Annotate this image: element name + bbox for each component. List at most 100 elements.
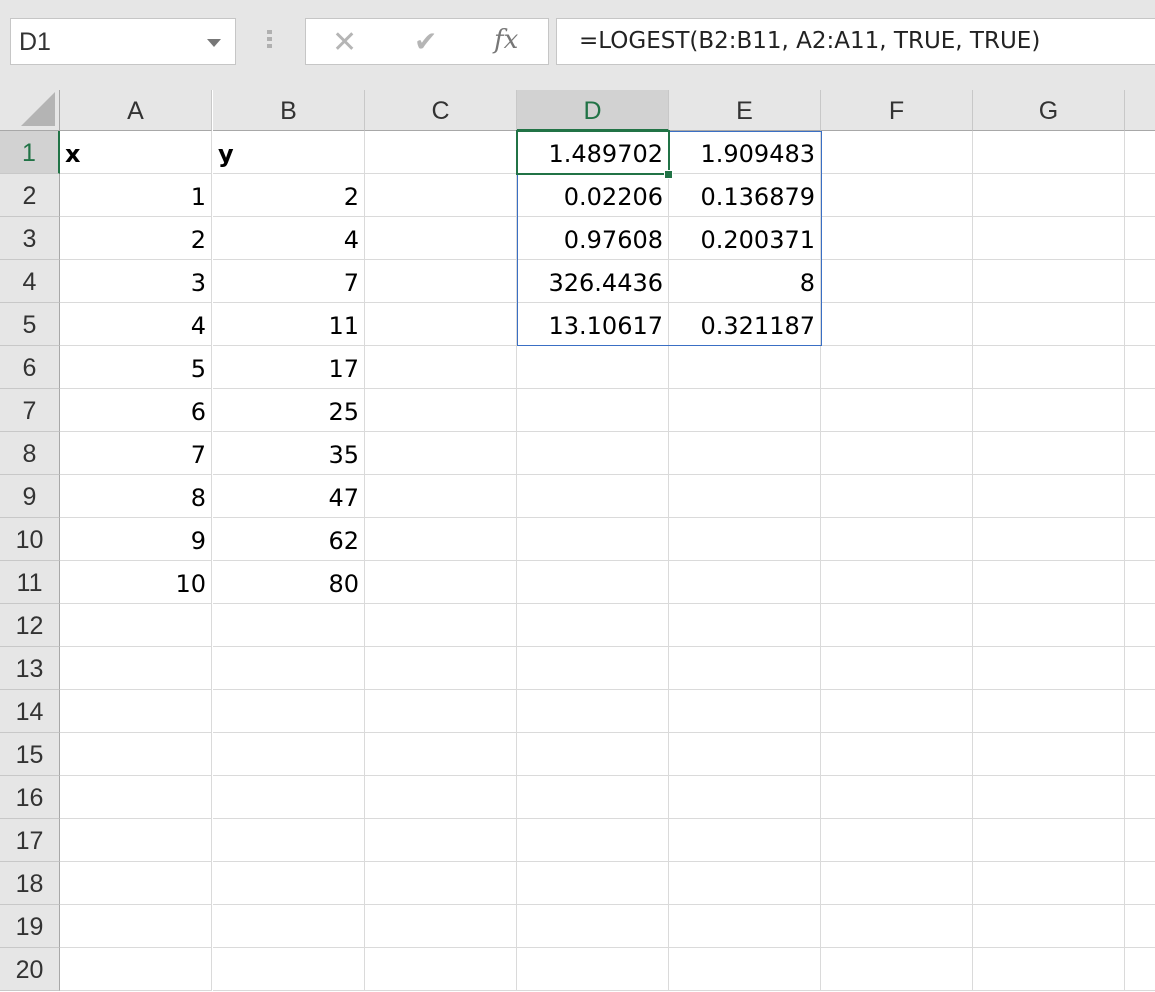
- cell-E1[interactable]: 1.909483: [669, 131, 821, 174]
- cell-G13[interactable]: [973, 647, 1125, 690]
- cell-D10[interactable]: [517, 518, 669, 561]
- insert-function-button[interactable]: fx: [494, 25, 519, 55]
- row-header-6[interactable]: 6: [0, 346, 60, 389]
- cell-C9[interactable]: [365, 475, 517, 518]
- row-header-2[interactable]: 2: [0, 174, 60, 217]
- cell-partial[interactable]: [1125, 217, 1155, 260]
- cell-C1[interactable]: [365, 131, 517, 174]
- cell-D11[interactable]: [517, 561, 669, 604]
- row-header-7[interactable]: 7: [0, 389, 60, 432]
- cell-F10[interactable]: [821, 518, 973, 561]
- cell-D17[interactable]: [517, 819, 669, 862]
- cell-A8[interactable]: 7: [60, 432, 212, 475]
- check-icon[interactable]: ✔: [414, 25, 438, 58]
- cell-G7[interactable]: [973, 389, 1125, 432]
- cell-B5[interactable]: 11: [213, 303, 365, 346]
- cell-D6[interactable]: [517, 346, 669, 389]
- cell-B15[interactable]: [213, 733, 365, 776]
- column-header-A[interactable]: A: [60, 90, 212, 131]
- cell-A4[interactable]: 3: [60, 260, 212, 303]
- cell-partial[interactable]: [1125, 518, 1155, 561]
- cell-A19[interactable]: [60, 905, 212, 948]
- cell-partial[interactable]: [1125, 260, 1155, 303]
- cell-F4[interactable]: [821, 260, 973, 303]
- cell-G3[interactable]: [973, 217, 1125, 260]
- name-box[interactable]: D1: [10, 18, 236, 65]
- cell-B13[interactable]: [213, 647, 365, 690]
- cell-G19[interactable]: [973, 905, 1125, 948]
- cell-E13[interactable]: [669, 647, 821, 690]
- cell-A11[interactable]: 10: [60, 561, 212, 604]
- cell-D8[interactable]: [517, 432, 669, 475]
- column-header-C[interactable]: C: [365, 90, 517, 131]
- cell-D16[interactable]: [517, 776, 669, 819]
- cell-partial[interactable]: [1125, 604, 1155, 647]
- cell-A5[interactable]: 4: [60, 303, 212, 346]
- cell-partial[interactable]: [1125, 432, 1155, 475]
- cell-F2[interactable]: [821, 174, 973, 217]
- cell-partial[interactable]: [1125, 303, 1155, 346]
- drag-handle-icon[interactable]: [267, 30, 272, 51]
- cell-C20[interactable]: [365, 948, 517, 991]
- row-header-3[interactable]: 3: [0, 217, 60, 260]
- cell-F5[interactable]: [821, 303, 973, 346]
- cell-A17[interactable]: [60, 819, 212, 862]
- cell-G18[interactable]: [973, 862, 1125, 905]
- cell-C3[interactable]: [365, 217, 517, 260]
- cell-F18[interactable]: [821, 862, 973, 905]
- cell-partial[interactable]: [1125, 733, 1155, 776]
- row-header-4[interactable]: 4: [0, 260, 60, 303]
- cell-partial[interactable]: [1125, 561, 1155, 604]
- row-header-19[interactable]: 19: [0, 905, 60, 948]
- cell-B14[interactable]: [213, 690, 365, 733]
- cell-E3[interactable]: 0.200371: [669, 217, 821, 260]
- column-header-partial[interactable]: [1125, 90, 1155, 131]
- cell-G17[interactable]: [973, 819, 1125, 862]
- cell-partial[interactable]: [1125, 475, 1155, 518]
- cell-D14[interactable]: [517, 690, 669, 733]
- cell-G11[interactable]: [973, 561, 1125, 604]
- cell-E11[interactable]: [669, 561, 821, 604]
- cell-A16[interactable]: [60, 776, 212, 819]
- cell-D19[interactable]: [517, 905, 669, 948]
- cell-A3[interactable]: 2: [60, 217, 212, 260]
- cell-D7[interactable]: [517, 389, 669, 432]
- cell-B7[interactable]: 25: [213, 389, 365, 432]
- column-header-B[interactable]: B: [213, 90, 365, 131]
- cell-F15[interactable]: [821, 733, 973, 776]
- cell-F14[interactable]: [821, 690, 973, 733]
- cell-C12[interactable]: [365, 604, 517, 647]
- cell-C5[interactable]: [365, 303, 517, 346]
- row-header-17[interactable]: 17: [0, 819, 60, 862]
- row-header-10[interactable]: 10: [0, 518, 60, 561]
- row-header-1[interactable]: 1: [0, 131, 60, 174]
- cell-E12[interactable]: [669, 604, 821, 647]
- cell-C4[interactable]: [365, 260, 517, 303]
- cell-G14[interactable]: [973, 690, 1125, 733]
- cell-C7[interactable]: [365, 389, 517, 432]
- column-header-G[interactable]: G: [973, 90, 1125, 131]
- cell-G1[interactable]: [973, 131, 1125, 174]
- cell-F12[interactable]: [821, 604, 973, 647]
- cell-partial[interactable]: [1125, 776, 1155, 819]
- cell-A13[interactable]: [60, 647, 212, 690]
- cell-D15[interactable]: [517, 733, 669, 776]
- cell-E18[interactable]: [669, 862, 821, 905]
- cell-D3[interactable]: 0.97608: [517, 217, 669, 260]
- cell-F3[interactable]: [821, 217, 973, 260]
- cell-E2[interactable]: 0.136879: [669, 174, 821, 217]
- cell-C15[interactable]: [365, 733, 517, 776]
- formula-input[interactable]: =LOGEST(B2:B11, A2:A11, TRUE, TRUE): [556, 18, 1155, 65]
- cell-A6[interactable]: 5: [60, 346, 212, 389]
- cell-B3[interactable]: 4: [213, 217, 365, 260]
- cell-partial[interactable]: [1125, 174, 1155, 217]
- row-header-9[interactable]: 9: [0, 475, 60, 518]
- cell-C8[interactable]: [365, 432, 517, 475]
- cell-partial[interactable]: [1125, 647, 1155, 690]
- cell-E10[interactable]: [669, 518, 821, 561]
- cell-G6[interactable]: [973, 346, 1125, 389]
- cell-partial[interactable]: [1125, 346, 1155, 389]
- cell-partial[interactable]: [1125, 690, 1155, 733]
- cell-G2[interactable]: [973, 174, 1125, 217]
- cell-F7[interactable]: [821, 389, 973, 432]
